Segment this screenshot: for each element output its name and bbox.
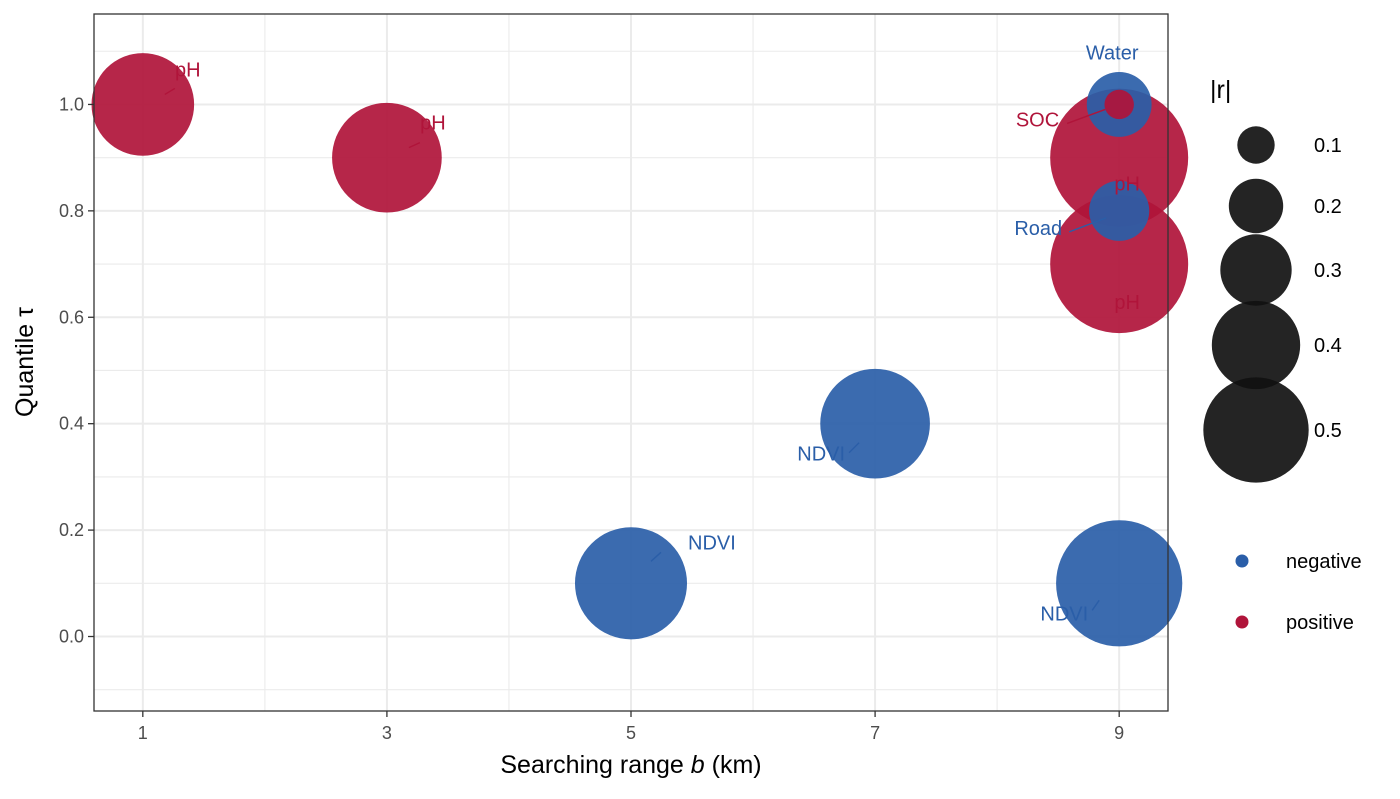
x-tick-label: 5: [626, 723, 636, 743]
point-label: pH: [1114, 292, 1140, 314]
label-leader-line: [164, 87, 176, 96]
point-positive: [1050, 195, 1189, 334]
x-tick-label: 3: [382, 723, 392, 743]
point-positive: [1050, 88, 1189, 227]
x-axis-ticks: 1 3 5 7 9: [138, 711, 1124, 743]
data-points: [91, 53, 1189, 647]
size-legend-label: 0.2: [1314, 196, 1342, 218]
label-leader-line: [848, 442, 860, 454]
point-negative: [1089, 180, 1150, 241]
size-legend-label: 0.5: [1314, 420, 1342, 442]
y-tick-label: 0.8: [59, 201, 84, 221]
label-leader-line: [650, 551, 662, 562]
size-legend-label: 0.4: [1314, 335, 1342, 357]
point-positive: [91, 53, 195, 156]
x-tick-label: 9: [1114, 723, 1124, 743]
point-label: NDVI: [1040, 603, 1088, 625]
size-legend-circle: [1237, 126, 1275, 164]
point-labels: pH pH NDVI NDVI Water SOC pH Road pH NDVI: [164, 42, 1140, 625]
point-label: NDVI: [688, 532, 736, 554]
y-tick-label: 0.2: [59, 520, 84, 540]
y-tick-label: 0.4: [59, 414, 84, 434]
label-leader-line: [408, 142, 421, 149]
size-legend: 0.1 0.2 0.3 0.4 0.5: [1203, 126, 1342, 483]
point-label: pH: [420, 113, 446, 135]
color-legend-swatch: [1235, 615, 1249, 629]
point-positive: [1104, 89, 1134, 120]
point-label: SOC: [1016, 109, 1059, 131]
size-legend-title: |r|: [1210, 76, 1231, 104]
y-tick-label: 0.0: [59, 627, 84, 647]
size-legend-label: 0.3: [1314, 260, 1342, 282]
y-axis-ticks: 0.0 0.2 0.4 0.6 0.8 1.0: [59, 94, 94, 647]
color-legend-label: negative: [1286, 551, 1362, 573]
point-positive: [332, 102, 442, 213]
label-leader-line: [1091, 599, 1100, 611]
label-leader-line: [1068, 217, 1107, 233]
point-label: NDVI: [797, 444, 845, 466]
size-legend-circle: [1211, 300, 1301, 390]
color-legend: negative positive: [1235, 551, 1362, 634]
point-negative: [574, 527, 688, 640]
x-axis-label: Searching range b (km): [500, 751, 761, 779]
size-legend-circle: [1203, 377, 1309, 483]
label-leader-line: [1066, 108, 1106, 125]
point-label: pH: [1114, 174, 1140, 196]
y-tick-label: 0.6: [59, 307, 84, 327]
point-negative: [820, 368, 930, 479]
point-label: pH: [175, 59, 201, 81]
size-legend-circle: [1220, 234, 1292, 306]
color-legend-swatch: [1235, 554, 1249, 568]
point-negative: [1056, 520, 1183, 647]
color-legend-label: positive: [1286, 612, 1354, 634]
size-legend-circle: [1228, 178, 1284, 234]
x-tick-label: 1: [138, 723, 148, 743]
y-axis-label: Quantile τ: [11, 307, 39, 417]
y-tick-label: 1.0: [59, 94, 84, 114]
x-tick-label: 7: [870, 723, 880, 743]
point-label: Road: [1014, 218, 1062, 240]
size-legend-label: 0.1: [1314, 135, 1342, 157]
point-label: Water: [1086, 42, 1139, 64]
